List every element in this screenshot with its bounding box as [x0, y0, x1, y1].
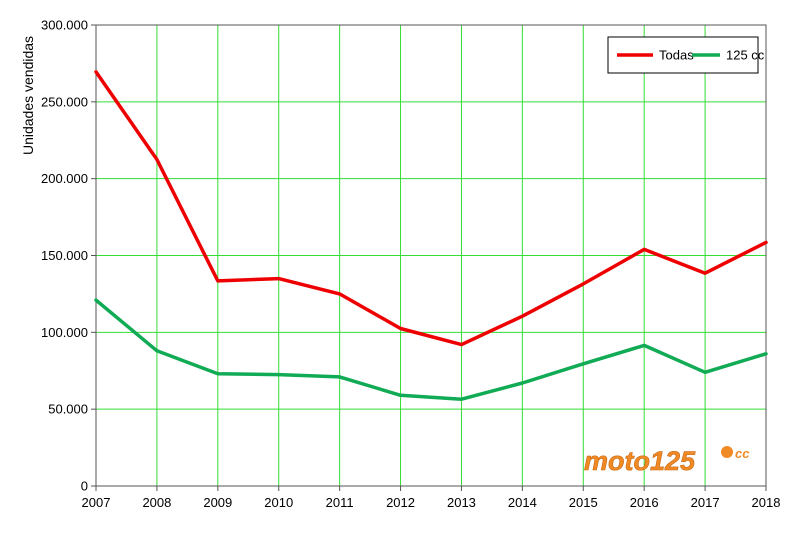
legend-box [607, 36, 759, 74]
watermark-suffix: cc [735, 446, 750, 461]
y-tick-label: 50.000 [48, 402, 88, 417]
data-point-todas [521, 314, 524, 318]
x-tick-label: 2018 [752, 495, 781, 510]
data-point-todas [764, 241, 768, 244]
watermark-logo: moto125 cc [584, 446, 751, 477]
data-point-125-cc [703, 371, 707, 374]
x-tick-label: 2015 [569, 495, 598, 510]
data-point-todas [703, 271, 707, 275]
data-point-125-cc [642, 344, 646, 347]
data-point-125-cc [277, 373, 280, 376]
y-tick-label: 0 [81, 479, 88, 494]
x-tick-label: 2011 [326, 495, 354, 510]
data-point-todas [155, 158, 159, 161]
y-tick-label: 150.000 [41, 248, 88, 263]
x-tick-label: 2012 [386, 495, 415, 510]
y-axis-title: Unidades vendidas [20, 36, 36, 155]
x-axis-ticks: 2007 2008 2009 2010 2011 2012 2013 2014 2015 2016… [82, 486, 781, 510]
data-point-todas [582, 282, 585, 286]
data-point-todas [216, 279, 220, 283]
legend: Todas 125 cc [607, 36, 765, 74]
data-point-todas [94, 70, 98, 74]
x-tick-label: 2008 [142, 495, 171, 510]
y-tick-label: 100.000 [41, 325, 88, 340]
data-point-todas [277, 277, 280, 280]
data-point-todas [399, 327, 402, 330]
series-line-todas [94, 70, 768, 347]
legend-label: 125 cc [726, 48, 765, 63]
x-tick-label: 2014 [508, 495, 537, 510]
data-point-todas [460, 343, 463, 346]
series-line-125-cc [94, 298, 768, 401]
series-lines [94, 70, 768, 401]
data-point-todas [338, 292, 341, 296]
x-tick-label: 2010 [264, 495, 293, 510]
data-point-todas [642, 248, 646, 251]
data-point-125-cc [94, 298, 98, 302]
data-point-125-cc [764, 352, 768, 356]
y-tick-label: 300.000 [41, 18, 88, 33]
data-point-125-cc [216, 372, 220, 376]
x-tick-label: 2016 [630, 495, 659, 510]
y-tick-label: 200.000 [41, 171, 88, 186]
x-tick-label: 2007 [82, 495, 111, 510]
data-point-125-cc [155, 349, 159, 352]
data-point-125-cc [338, 375, 341, 379]
data-point-125-cc [582, 362, 585, 366]
data-point-125-cc [460, 397, 463, 401]
watermark-text: moto125 [584, 446, 696, 476]
grid-lines [96, 25, 766, 486]
data-point-125-cc [521, 381, 524, 385]
data-point-125-cc [399, 394, 402, 397]
x-tick-label: 2017 [691, 495, 720, 510]
y-tick-label: 250.000 [41, 94, 88, 109]
legend-label: Todas [659, 48, 694, 63]
y-axis-ticks: 0 50.000 100.000 150.000 200.000 250.000 300.0… [41, 18, 96, 494]
x-tick-label: 2013 [447, 495, 476, 510]
watermark-dot [721, 446, 733, 458]
x-tick-label: 2009 [203, 495, 232, 510]
